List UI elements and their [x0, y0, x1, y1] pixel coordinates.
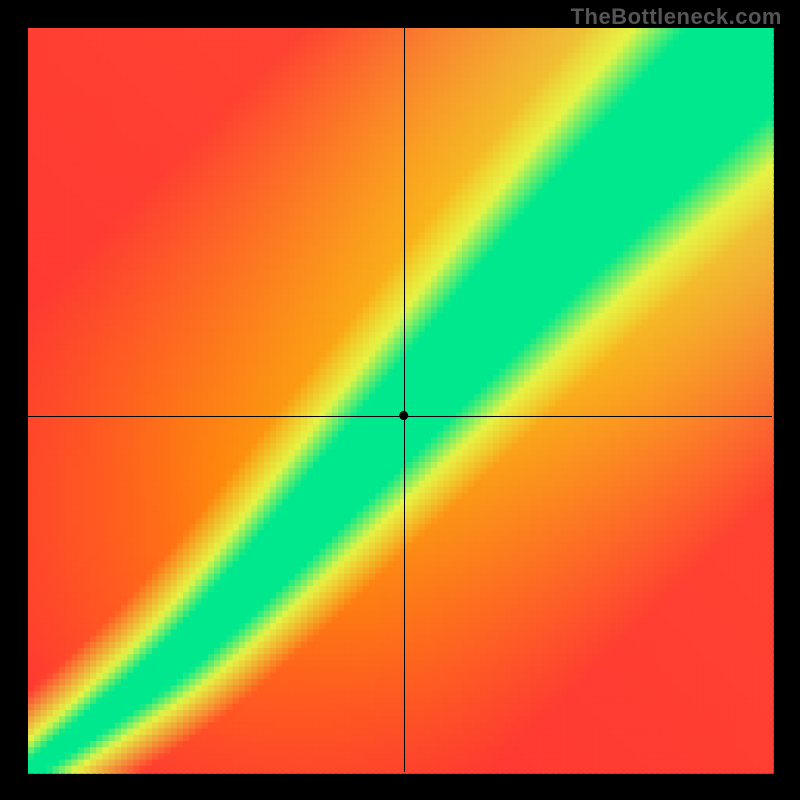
chart-container: TheBottleneck.com: [0, 0, 800, 800]
watermark-text: TheBottleneck.com: [571, 4, 782, 30]
bottleneck-heatmap: [0, 0, 800, 800]
